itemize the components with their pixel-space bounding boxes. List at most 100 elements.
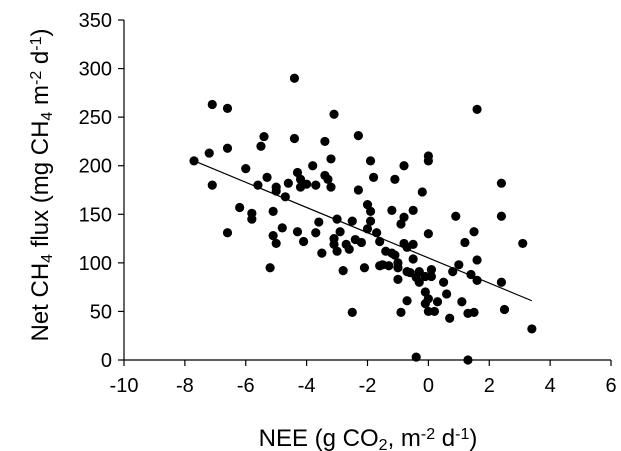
y-tick-label: 250 bbox=[79, 107, 112, 129]
data-point bbox=[207, 180, 217, 190]
data-point bbox=[308, 161, 318, 171]
data-point bbox=[265, 263, 275, 273]
data-point bbox=[235, 202, 245, 213]
data-point bbox=[338, 266, 348, 276]
data-point bbox=[384, 261, 394, 271]
data-point bbox=[326, 154, 336, 164]
data-point bbox=[408, 239, 418, 249]
data-point bbox=[262, 172, 272, 182]
axis-title-part: 2 bbox=[379, 437, 388, 451]
x-tick-label: 2 bbox=[484, 375, 495, 397]
data-point bbox=[496, 211, 507, 221]
data-point bbox=[259, 131, 269, 142]
data-point bbox=[426, 265, 437, 275]
data-point bbox=[311, 180, 321, 190]
data-point bbox=[222, 228, 233, 238]
data-point bbox=[292, 227, 303, 237]
x-tick-label: 0 bbox=[423, 375, 434, 397]
data-point bbox=[518, 238, 528, 249]
data-point bbox=[460, 237, 470, 248]
data-point bbox=[247, 214, 257, 224]
y-tick-label: 300 bbox=[79, 59, 112, 81]
axis-title-part: 4 bbox=[39, 254, 56, 263]
axis-title-part: -2 bbox=[28, 71, 45, 85]
data-point bbox=[353, 185, 363, 195]
data-point bbox=[365, 206, 376, 216]
data-point bbox=[423, 294, 433, 304]
data-point bbox=[432, 297, 443, 307]
data-point bbox=[222, 103, 233, 113]
axis-title-part: m bbox=[27, 85, 54, 112]
data-point bbox=[454, 260, 464, 270]
axis-title-part: 4 bbox=[39, 112, 56, 121]
data-point bbox=[472, 104, 482, 114]
x-tick-label: -4 bbox=[298, 375, 316, 397]
data-point bbox=[469, 227, 479, 237]
data-point bbox=[268, 206, 278, 216]
data-point bbox=[353, 131, 363, 141]
data-point bbox=[323, 174, 333, 184]
data-point bbox=[438, 277, 449, 287]
data-point bbox=[268, 231, 278, 241]
data-point bbox=[469, 307, 479, 317]
axis-title-part: d bbox=[435, 425, 455, 451]
trend-line bbox=[193, 160, 533, 302]
y-tick-label: 50 bbox=[90, 301, 112, 323]
data-point bbox=[317, 248, 327, 258]
data-point bbox=[253, 180, 263, 190]
axis-title-part: -2 bbox=[421, 426, 435, 443]
data-point bbox=[393, 274, 403, 284]
data-point bbox=[365, 156, 376, 166]
axes bbox=[123, 20, 611, 361]
data-point bbox=[399, 212, 409, 222]
data-point bbox=[396, 307, 406, 317]
data-point bbox=[393, 263, 403, 273]
data-point bbox=[289, 133, 300, 144]
y-tick-label: 350 bbox=[79, 10, 112, 32]
data-point bbox=[320, 136, 330, 147]
data-point bbox=[423, 229, 433, 239]
y-axis-ticks: 0 50 100 150 200 250 300 350 bbox=[79, 10, 124, 372]
data-point bbox=[442, 289, 452, 299]
axis-title-part: -1 bbox=[28, 36, 45, 50]
data-point bbox=[390, 174, 400, 184]
data-point bbox=[329, 109, 339, 119]
data-point bbox=[283, 178, 293, 188]
x-axis-title: NEE (g CO2, m-2 d-1) bbox=[259, 425, 478, 451]
data-point bbox=[356, 237, 367, 248]
data-point bbox=[311, 228, 321, 238]
data-point bbox=[256, 141, 266, 151]
data-point bbox=[414, 277, 424, 287]
x-tick-label: 6 bbox=[605, 375, 616, 397]
data-point bbox=[359, 263, 370, 273]
x-axis-ticks: -10 -8 -6 -4 -2 0 2 4 6 bbox=[110, 360, 617, 397]
x-tick-label: -8 bbox=[176, 375, 194, 397]
data-point bbox=[457, 297, 467, 307]
y-tick-label: 200 bbox=[79, 156, 112, 178]
data-point bbox=[271, 186, 281, 196]
axis-title-part: d bbox=[27, 51, 54, 71]
axis-title-part: flux (mg CH bbox=[27, 121, 54, 254]
data-point bbox=[347, 307, 357, 317]
data-point bbox=[222, 143, 233, 153]
x-tick-label: 4 bbox=[545, 375, 556, 397]
trend-line-group bbox=[193, 160, 533, 302]
data-point bbox=[399, 161, 409, 171]
data-points bbox=[189, 73, 537, 365]
axis-title-part: ) bbox=[469, 425, 477, 451]
data-point bbox=[499, 304, 510, 315]
data-point bbox=[204, 148, 214, 158]
data-point bbox=[429, 306, 440, 317]
data-point bbox=[298, 236, 309, 247]
data-point bbox=[445, 313, 455, 323]
data-point bbox=[335, 227, 345, 237]
data-point bbox=[411, 352, 421, 362]
data-point bbox=[289, 73, 300, 83]
data-point bbox=[417, 187, 427, 197]
data-point bbox=[365, 216, 376, 226]
data-point bbox=[344, 244, 354, 254]
x-tick-label: -6 bbox=[237, 375, 255, 397]
data-point bbox=[207, 99, 217, 110]
data-point bbox=[302, 179, 312, 189]
